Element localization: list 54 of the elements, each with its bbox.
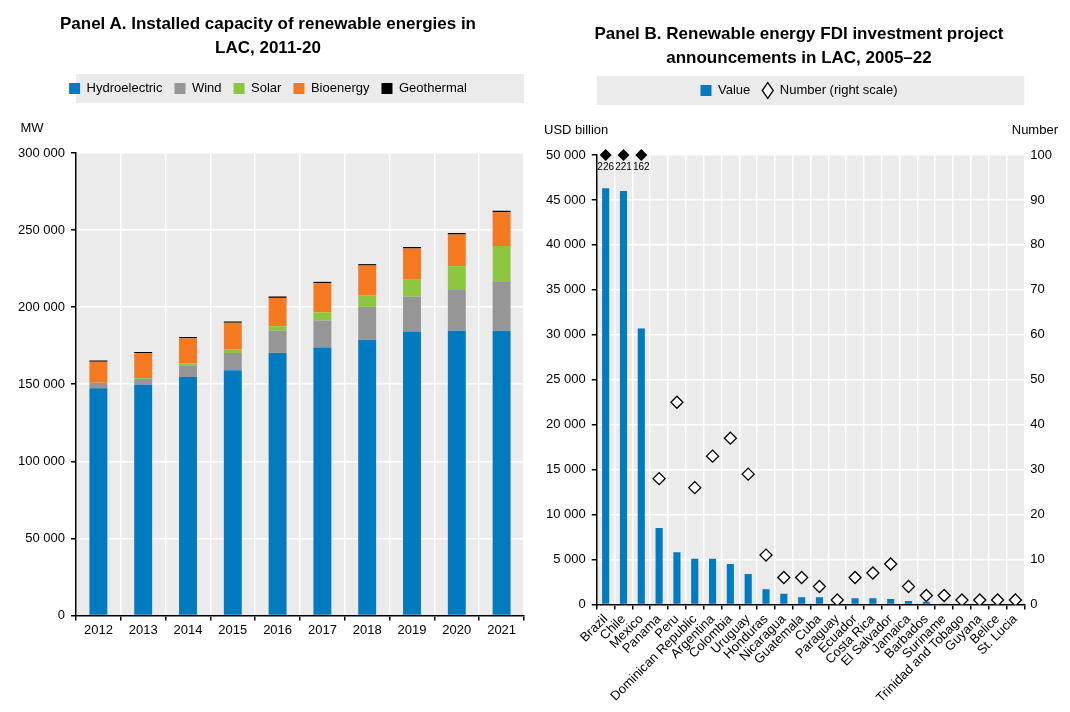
x-tick-label: 2018: [352, 621, 382, 637]
x-tick-label: 2015: [218, 621, 248, 637]
y2-tick-label: 20: [1030, 506, 1045, 522]
y-tick-label: 15 000: [546, 461, 586, 477]
legend-label: Hydroelectric: [86, 80, 163, 96]
y2-tick-label: 100: [1030, 146, 1053, 162]
y-tick-label: 50 000: [25, 529, 65, 545]
chart-title: Panel A. Installed capacity of renewable energies in LAC, 2011-20: [59, 13, 477, 59]
y-tick-label: 40 000: [546, 236, 586, 252]
y2-tick-label: 40: [1030, 416, 1045, 432]
y-tick-label: 200 000: [17, 298, 65, 314]
y2-tick-label: 0: [1030, 596, 1038, 612]
y2-tick-label: 60: [1030, 326, 1045, 342]
x-tick-label: 2019: [397, 621, 427, 637]
y2-tick-label: 50: [1030, 371, 1045, 387]
y-tick-label: 45 000: [546, 191, 586, 207]
legend-label: Value: [717, 82, 751, 98]
y-tick-label: 300 000: [17, 144, 65, 160]
y2-axis-title: Number: [1011, 122, 1059, 138]
x-tick-label: 2021: [487, 621, 517, 637]
y-tick-label: 50 000: [546, 146, 586, 162]
legend-label: Solar: [251, 80, 283, 96]
y-tick-label: 30 000: [546, 326, 586, 342]
y2-tick-label: 70: [1030, 281, 1045, 297]
legend-label: Bioenergy: [310, 80, 370, 96]
y-axis-title: USD billion: [544, 122, 609, 138]
y-axis-title: MW: [20, 120, 45, 136]
legend-label: Number (right scale): [779, 82, 898, 98]
y-tick-label: 150 000: [17, 375, 65, 391]
legend-label: Geothermal: [398, 80, 467, 96]
y-tick-label: 20 000: [546, 416, 586, 432]
y2-tick-label: 10: [1030, 551, 1045, 567]
annotation: 226: [597, 160, 615, 172]
y-tick-label: 5 000: [553, 551, 586, 567]
y-tick-label: 0: [57, 606, 65, 622]
x-tick-label: 2014: [173, 621, 203, 637]
x-tick-label: 2016: [263, 621, 293, 637]
x-tick-label: 2017: [307, 621, 337, 637]
x-tick-label: 2012: [83, 621, 113, 637]
chart-title: Panel B. Renewable energy FDI investment project announcements in LAC, 2005–22: [593, 23, 1005, 69]
y-tick-label: 0: [578, 596, 586, 612]
legend-label: Wind: [191, 80, 222, 96]
x-tick-label: 2020: [442, 621, 472, 637]
y-tick-label: 25 000: [546, 371, 586, 387]
y2-tick-label: 90: [1030, 191, 1045, 207]
y-tick-label: 35 000: [546, 281, 586, 297]
y-tick-label: 250 000: [17, 221, 65, 237]
annotation: 221: [615, 160, 633, 172]
y-tick-label: 10 000: [546, 506, 586, 522]
y2-tick-label: 30: [1030, 461, 1045, 477]
y-tick-label: 100 000: [17, 452, 65, 468]
x-tick-label: 2013: [128, 621, 158, 637]
annotation: 162: [632, 160, 651, 172]
y2-tick-label: 80: [1030, 236, 1045, 252]
